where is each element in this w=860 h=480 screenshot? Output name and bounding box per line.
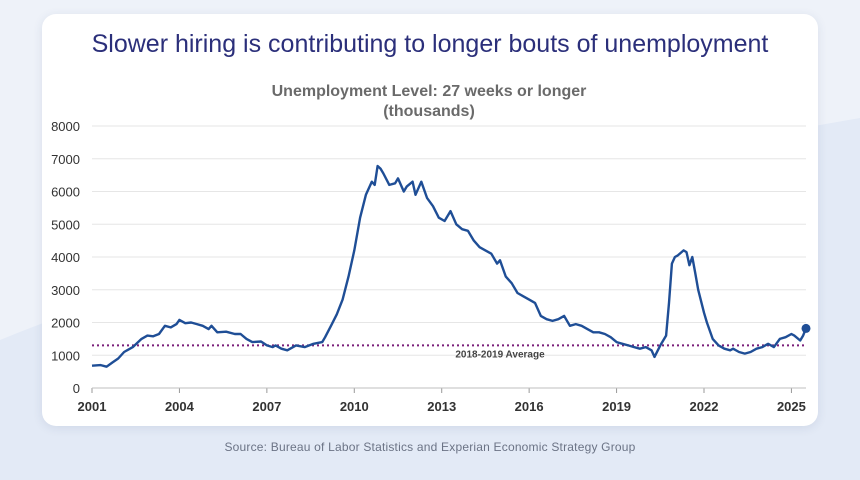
chart-title-line-2: (thousands) xyxy=(383,103,475,120)
x-tick-label-2019: 2019 xyxy=(602,399,631,414)
gridlines xyxy=(92,125,806,356)
y-axis: 0 1000 2000 3000 4000 5000 6000 7000 8000 xyxy=(51,119,80,396)
x-tick-label-2022: 2022 xyxy=(690,399,719,414)
y-tick-label-3000: 3000 xyxy=(51,283,80,298)
y-tick-label-5000: 5000 xyxy=(51,217,80,232)
headline: Slower hiring is contributing to longer … xyxy=(91,30,769,58)
y-tick-label-6000: 6000 xyxy=(51,185,80,200)
reference-line-label: 2018-2019 Average xyxy=(455,349,545,360)
x-tick-label-2013: 2013 xyxy=(427,399,456,414)
x-tick-label-2025: 2025 xyxy=(777,399,806,414)
x-tick-label-2004: 2004 xyxy=(165,399,195,414)
series-line xyxy=(91,164,808,368)
source-note: Source: Bureau of Labor Statistics and E… xyxy=(224,440,636,454)
chart-title-line-1: Unemployment Level: 27 weeks or longer xyxy=(272,83,587,100)
y-tick-label-7000: 7000 xyxy=(51,152,80,167)
y-tick-label-8000: 8000 xyxy=(51,119,80,134)
x-axis: 2001 2004 2007 2010 2013 2016 2019 2022 2025 xyxy=(78,388,806,414)
chart-card xyxy=(42,14,818,426)
y-tick-label-0: 0 xyxy=(73,381,80,396)
x-tick-label-2001: 2001 xyxy=(78,399,107,414)
x-tick-label-2016: 2016 xyxy=(515,399,544,414)
y-tick-label-2000: 2000 xyxy=(51,316,80,331)
x-tick-label-2007: 2007 xyxy=(252,399,281,414)
y-tick-label-4000: 4000 xyxy=(51,250,80,265)
y-tick-label-1000: 1000 xyxy=(51,348,80,363)
x-tick-label-2010: 2010 xyxy=(340,399,369,414)
series-end-point xyxy=(801,323,811,333)
